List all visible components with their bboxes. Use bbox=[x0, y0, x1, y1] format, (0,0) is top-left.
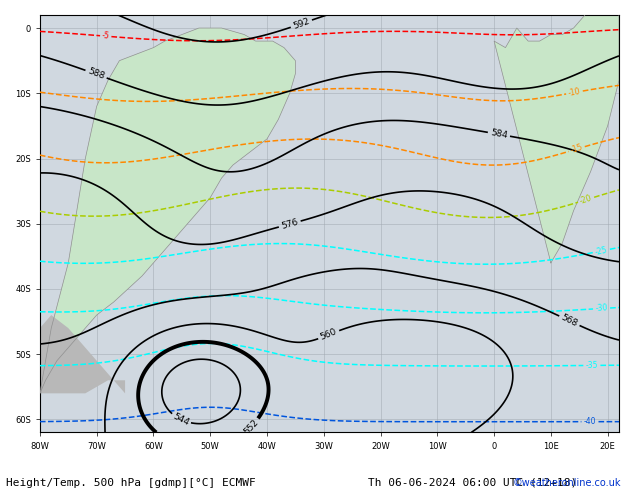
Text: -35: -35 bbox=[586, 361, 598, 370]
Text: 584: 584 bbox=[489, 128, 508, 140]
Polygon shape bbox=[40, 315, 125, 393]
Text: -15: -15 bbox=[569, 143, 584, 155]
Text: -40: -40 bbox=[584, 417, 596, 426]
Text: 592: 592 bbox=[292, 17, 311, 31]
Text: -25: -25 bbox=[595, 245, 609, 257]
Text: 568: 568 bbox=[560, 313, 579, 329]
Text: -5: -5 bbox=[101, 31, 110, 41]
Text: Th 06-06-2024 06:00 UTC (12+18): Th 06-06-2024 06:00 UTC (12+18) bbox=[368, 478, 577, 488]
Text: -30: -30 bbox=[595, 304, 608, 314]
Text: 588: 588 bbox=[86, 67, 106, 81]
Text: 544: 544 bbox=[172, 412, 191, 427]
Text: -10: -10 bbox=[567, 87, 581, 98]
Text: Height/Temp. 500 hPa [gdmp][°C] ECMWF: Height/Temp. 500 hPa [gdmp][°C] ECMWF bbox=[6, 478, 256, 488]
Text: 576: 576 bbox=[280, 218, 299, 231]
Polygon shape bbox=[40, 28, 295, 393]
Text: -20: -20 bbox=[579, 194, 593, 206]
Text: ©weatheronline.co.uk: ©weatheronline.co.uk bbox=[513, 478, 621, 488]
Text: 560: 560 bbox=[319, 327, 339, 342]
Polygon shape bbox=[494, 2, 619, 263]
Text: 552: 552 bbox=[242, 417, 260, 436]
